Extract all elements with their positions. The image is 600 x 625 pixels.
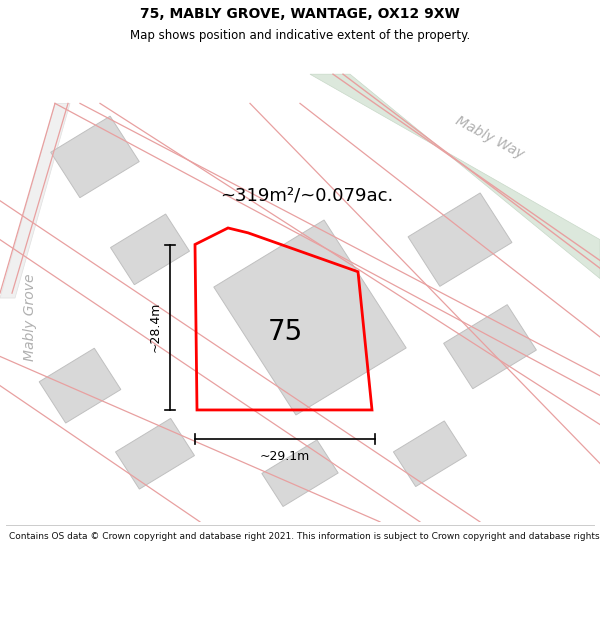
Text: 75, MABLY GROVE, WANTAGE, OX12 9XW: 75, MABLY GROVE, WANTAGE, OX12 9XW	[140, 6, 460, 21]
Text: 75: 75	[268, 318, 302, 346]
Polygon shape	[214, 220, 406, 415]
Polygon shape	[0, 103, 70, 298]
Polygon shape	[443, 304, 536, 389]
Polygon shape	[262, 440, 338, 506]
Text: Mably Grove: Mably Grove	[23, 274, 37, 361]
Polygon shape	[110, 214, 190, 285]
Text: ~28.4m: ~28.4m	[149, 302, 161, 352]
Text: Map shows position and indicative extent of the property.: Map shows position and indicative extent…	[130, 29, 470, 42]
Polygon shape	[39, 348, 121, 423]
Text: ~319m²/~0.079ac.: ~319m²/~0.079ac.	[220, 187, 393, 205]
Text: Mably Way: Mably Way	[454, 114, 527, 161]
Text: Contains OS data © Crown copyright and database right 2021. This information is : Contains OS data © Crown copyright and d…	[9, 532, 600, 541]
Polygon shape	[394, 421, 467, 486]
Text: ~29.1m: ~29.1m	[260, 450, 310, 463]
Polygon shape	[408, 193, 512, 286]
Polygon shape	[310, 74, 600, 279]
Polygon shape	[116, 418, 194, 489]
Polygon shape	[51, 116, 139, 198]
